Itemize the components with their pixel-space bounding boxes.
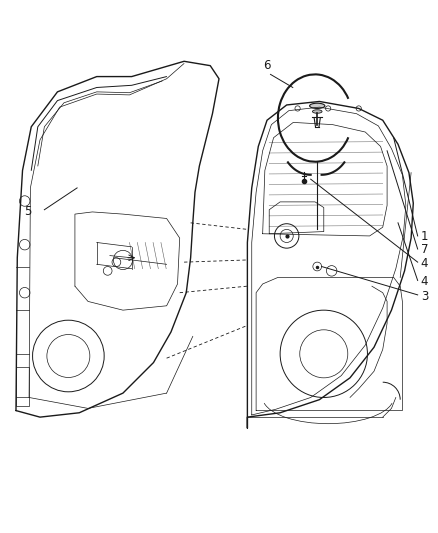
- Ellipse shape: [312, 110, 322, 113]
- Text: 5: 5: [24, 205, 31, 219]
- Text: 1: 1: [421, 230, 428, 243]
- Text: 4: 4: [421, 275, 428, 288]
- Text: 4: 4: [421, 256, 428, 270]
- Bar: [16, 367, 29, 406]
- Text: 6: 6: [263, 59, 271, 72]
- Text: 7: 7: [421, 244, 428, 256]
- Text: 3: 3: [421, 290, 428, 303]
- Ellipse shape: [310, 103, 325, 108]
